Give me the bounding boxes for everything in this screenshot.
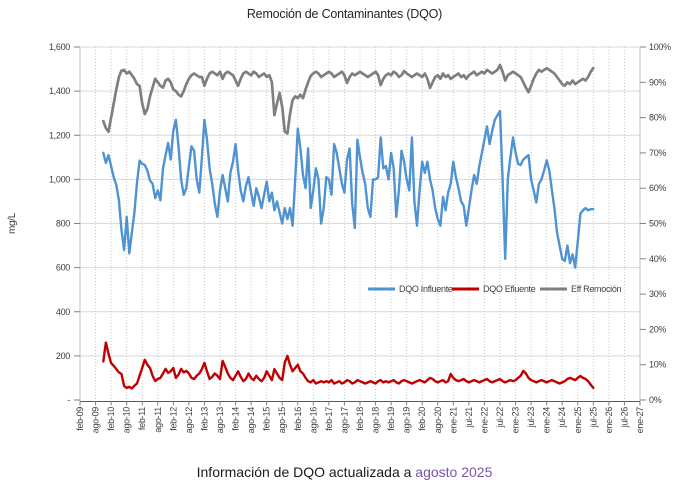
y-right-tick-label: 50% xyxy=(649,219,666,229)
y-right-tick-label: 10% xyxy=(649,360,666,370)
y-right-tick-label: 70% xyxy=(649,148,666,158)
gridlines xyxy=(80,46,640,400)
update-caption: Información de DQO actualizada a agosto … xyxy=(0,464,689,480)
x-tick-label: jul-22 xyxy=(495,407,505,429)
y-axis-title: mg/L xyxy=(7,212,18,234)
x-tick-label: ene-22 xyxy=(479,407,489,434)
x-tick-label: jul-25 xyxy=(588,407,598,429)
series-line-eff-remoción xyxy=(101,63,595,135)
x-tick-label: jul-23 xyxy=(526,407,536,429)
x-tick-label: feb-19 xyxy=(386,407,396,431)
y-right-tick-label: 40% xyxy=(649,254,666,264)
x-tick-label: ago-17 xyxy=(339,407,349,434)
x-tick-label: ago-20 xyxy=(433,407,443,434)
x-tick-label: ago-12 xyxy=(184,407,194,434)
x-tick-label: feb-13 xyxy=(199,407,209,431)
x-tick-label: feb-15 xyxy=(262,407,272,431)
legend: DQO Influente DQO Efluente Eff Remoción xyxy=(368,284,622,294)
y-left-tick-label: 800 xyxy=(56,219,70,229)
x-tick-label: ene-25 xyxy=(573,407,583,434)
y-right-tick-label: 90% xyxy=(649,77,666,87)
y-right-tick-label: 60% xyxy=(649,183,666,193)
x-tick-label: ene-21 xyxy=(448,407,458,434)
x-tick-label: ago-11 xyxy=(153,407,163,433)
x-tick-label: ago-09 xyxy=(91,407,101,434)
x-tick-label: feb-14 xyxy=(231,407,241,431)
y-left-tick-label: 200 xyxy=(56,351,70,361)
chart-title: Remoción de Contaminantes (DQO) xyxy=(246,7,443,21)
x-tick-label: feb-10 xyxy=(106,407,116,431)
x-tick-label: ago-14 xyxy=(246,407,256,434)
update-caption-text: Información de DQO actualizada a xyxy=(196,464,416,480)
x-tick-label: feb-17 xyxy=(324,407,334,431)
axes xyxy=(74,46,646,406)
series-lines xyxy=(101,63,595,390)
x-tick-label: ago-13 xyxy=(215,407,225,434)
x-tick-label: ago-16 xyxy=(308,407,318,434)
legend-label: DQO Efluente xyxy=(483,284,536,294)
x-tick-label: jul-24 xyxy=(557,407,567,429)
x-tick-label: jul-26 xyxy=(619,407,629,429)
y-left-tick-label: 1,400 xyxy=(49,86,70,96)
x-tick-label: feb-09 xyxy=(75,407,85,431)
update-caption-date: agosto 2025 xyxy=(415,464,493,480)
x-tick-label: feb-18 xyxy=(355,407,365,431)
x-tick-label: feb-20 xyxy=(417,407,427,431)
y-left-tick-label: 1,200 xyxy=(49,130,70,140)
x-tick-label: feb-11 xyxy=(137,407,147,430)
x-tick-label: ago-19 xyxy=(402,407,412,434)
x-tick-label: ago-18 xyxy=(371,407,381,434)
y-left-tick-label: 400 xyxy=(56,307,70,317)
y-right-tick-label: 30% xyxy=(649,289,666,299)
x-tick-label: feb-16 xyxy=(293,407,303,431)
x-tick-label: jul-21 xyxy=(464,407,474,429)
x-tick-label: ago-15 xyxy=(277,407,287,434)
series-line-dqo-influente xyxy=(102,109,595,269)
x-tick-label: ene-27 xyxy=(635,407,645,434)
x-tick-label: ene-26 xyxy=(604,407,614,434)
y-right-tick-label: 100% xyxy=(649,42,671,52)
y-right-tick-label: 80% xyxy=(649,113,666,123)
legend-label: DQO Influente xyxy=(399,284,453,294)
x-tick-label: feb-12 xyxy=(168,407,178,431)
y-left-tick-label: 1,000 xyxy=(49,174,70,184)
x-tick-label: ene-24 xyxy=(542,407,552,434)
series-line-dqo-efluente xyxy=(102,341,595,390)
legend-label: Eff Remoción xyxy=(571,284,622,294)
y-right-tick-label: 0% xyxy=(649,395,662,405)
chart-canvas: 1,600 1,400 1,200 1,000 800 600 400 200 - 100% 90%… xyxy=(7,42,671,433)
y-left-tick-label: - xyxy=(67,395,70,405)
x-tick-label: ene-23 xyxy=(511,407,521,434)
y-right-tick-label: 20% xyxy=(649,324,666,334)
x-tick-label: ago-10 xyxy=(122,407,132,434)
axis-labels: 1,600 1,400 1,200 1,000 800 600 400 200 - 100% 90%… xyxy=(49,42,671,433)
y-left-tick-label: 1,600 xyxy=(49,42,70,52)
y-left-tick-label: 600 xyxy=(56,263,70,273)
